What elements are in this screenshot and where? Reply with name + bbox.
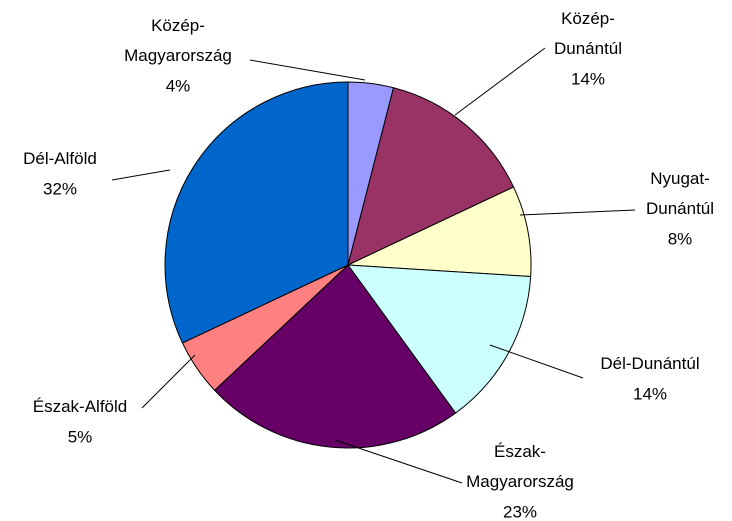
slice-label: Dél-Alföld	[23, 149, 97, 168]
leader-line	[454, 47, 546, 116]
pie-slice	[213, 264, 457, 449]
pie-slice	[164, 81, 349, 344]
leader-line	[519, 209, 636, 216]
value-label: 14%	[571, 69, 605, 88]
value-label: 32%	[43, 179, 77, 198]
slice-label: Nyugat-Dunántúl	[646, 169, 714, 218]
leader-line	[334, 439, 463, 484]
pie-slice	[347, 87, 515, 266]
slice-label: Közép-Dunántúl	[554, 9, 622, 58]
leader-line	[111, 169, 171, 181]
leader-line	[489, 344, 584, 379]
value-label: 8%	[668, 229, 693, 248]
slice-label: Észak-Alföld	[33, 397, 127, 416]
leader-line	[141, 354, 196, 409]
pie-slice	[347, 186, 532, 278]
pie-slice	[346, 264, 532, 414]
leader-line	[249, 59, 366, 81]
value-label: 23%	[503, 502, 537, 521]
value-label: 4%	[166, 76, 191, 95]
slice-label: Dél-Dunántúl	[600, 354, 699, 373]
slice-label: Észak-Magyarország	[466, 442, 574, 491]
slice-label: Közép-Magyarország	[124, 16, 232, 65]
value-label: 14%	[633, 384, 667, 403]
value-label: 5%	[68, 427, 93, 446]
